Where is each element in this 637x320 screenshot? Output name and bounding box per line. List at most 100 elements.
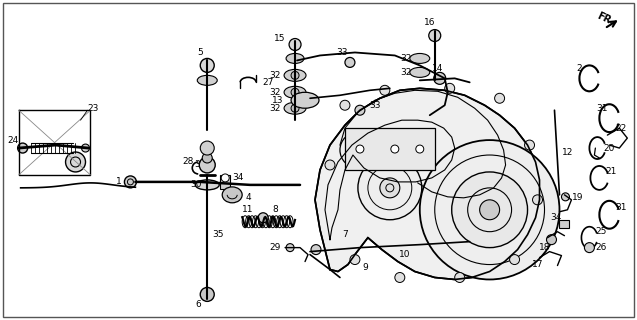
- Text: 12: 12: [562, 148, 573, 156]
- Text: 6: 6: [196, 300, 201, 309]
- Text: 30: 30: [190, 180, 202, 189]
- Ellipse shape: [291, 92, 319, 108]
- Text: 25: 25: [596, 227, 607, 236]
- Circle shape: [199, 157, 215, 173]
- Circle shape: [434, 72, 446, 84]
- Text: 5: 5: [197, 48, 203, 57]
- Circle shape: [358, 156, 422, 220]
- Circle shape: [445, 83, 455, 93]
- Text: 16: 16: [424, 18, 436, 27]
- Text: 15: 15: [275, 34, 286, 43]
- Circle shape: [200, 59, 214, 72]
- Circle shape: [340, 100, 350, 110]
- Circle shape: [429, 29, 441, 42]
- Circle shape: [455, 273, 464, 283]
- Text: 28: 28: [183, 157, 194, 166]
- Circle shape: [200, 141, 214, 155]
- Text: 29: 29: [269, 243, 281, 252]
- Ellipse shape: [197, 76, 217, 85]
- Text: 32: 32: [269, 71, 281, 80]
- Circle shape: [200, 287, 214, 301]
- Text: 14: 14: [432, 64, 443, 73]
- Circle shape: [286, 244, 294, 252]
- Polygon shape: [315, 88, 540, 279]
- Circle shape: [533, 195, 543, 205]
- Circle shape: [258, 213, 268, 223]
- Text: 7: 7: [342, 230, 348, 239]
- Text: 10: 10: [399, 250, 411, 259]
- Text: 32: 32: [400, 54, 412, 63]
- Text: 9: 9: [362, 263, 368, 272]
- Circle shape: [561, 193, 569, 201]
- Text: 19: 19: [571, 193, 583, 202]
- Text: 4: 4: [245, 193, 251, 202]
- Text: 32: 32: [269, 88, 281, 97]
- Text: 32: 32: [400, 68, 412, 77]
- Circle shape: [547, 235, 557, 244]
- Text: 33: 33: [369, 101, 381, 110]
- Bar: [220, 175, 230, 189]
- Text: 20: 20: [604, 144, 615, 153]
- Text: 33: 33: [336, 48, 348, 57]
- Circle shape: [524, 140, 534, 150]
- Circle shape: [203, 153, 212, 163]
- Circle shape: [395, 273, 404, 283]
- Circle shape: [416, 145, 424, 153]
- Circle shape: [452, 172, 527, 248]
- Text: 26: 26: [596, 243, 607, 252]
- Text: 2: 2: [576, 64, 582, 73]
- Text: FR.: FR.: [596, 11, 616, 28]
- Circle shape: [124, 176, 136, 188]
- Text: 11: 11: [243, 205, 254, 214]
- Circle shape: [345, 58, 355, 68]
- Circle shape: [350, 255, 360, 265]
- Ellipse shape: [410, 53, 430, 63]
- Circle shape: [221, 174, 229, 182]
- Text: 1: 1: [115, 177, 121, 187]
- Text: 3: 3: [194, 160, 200, 170]
- Ellipse shape: [410, 68, 430, 77]
- Circle shape: [584, 243, 594, 252]
- Circle shape: [380, 85, 390, 95]
- Circle shape: [311, 244, 321, 255]
- Circle shape: [356, 145, 364, 153]
- Circle shape: [510, 255, 520, 265]
- Text: 18: 18: [539, 243, 550, 252]
- Circle shape: [82, 144, 90, 152]
- Text: 27: 27: [262, 78, 274, 87]
- Circle shape: [291, 88, 299, 96]
- Circle shape: [391, 145, 399, 153]
- Text: 24: 24: [7, 136, 18, 145]
- Circle shape: [66, 152, 85, 172]
- Circle shape: [480, 200, 499, 220]
- Text: 13: 13: [273, 96, 284, 105]
- Ellipse shape: [222, 187, 242, 203]
- Circle shape: [291, 71, 299, 79]
- Text: 31: 31: [615, 203, 627, 212]
- Text: 17: 17: [532, 260, 543, 269]
- Ellipse shape: [284, 102, 306, 114]
- Circle shape: [291, 104, 299, 112]
- Circle shape: [289, 38, 301, 51]
- Bar: [345, 128, 434, 170]
- Circle shape: [340, 132, 376, 168]
- Circle shape: [18, 143, 27, 153]
- Text: 32: 32: [269, 104, 281, 113]
- Ellipse shape: [284, 86, 306, 98]
- Text: 21: 21: [606, 167, 617, 176]
- Text: 35: 35: [213, 230, 224, 239]
- Circle shape: [494, 93, 505, 103]
- Ellipse shape: [196, 180, 219, 190]
- Circle shape: [380, 178, 400, 198]
- Text: 34: 34: [233, 173, 244, 182]
- Ellipse shape: [284, 69, 306, 81]
- Text: 8: 8: [272, 205, 278, 214]
- Text: 34: 34: [550, 213, 561, 222]
- Circle shape: [355, 105, 365, 115]
- Bar: [559, 220, 569, 228]
- Text: 31: 31: [597, 104, 608, 113]
- Ellipse shape: [286, 53, 304, 63]
- Text: 23: 23: [88, 104, 99, 113]
- Circle shape: [325, 160, 335, 170]
- Circle shape: [420, 140, 559, 279]
